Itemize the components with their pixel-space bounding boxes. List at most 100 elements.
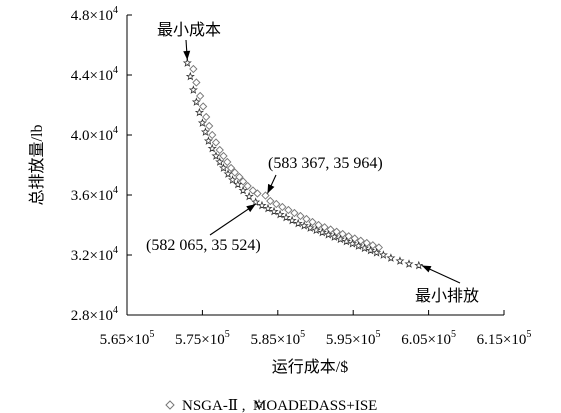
diamond-point	[284, 205, 293, 215]
x-tick-label: 5.65×105	[100, 329, 155, 348]
star-point	[200, 127, 210, 136]
star-point	[359, 243, 370, 253]
y-tick-label: 4.0×104	[71, 125, 118, 144]
diamond-point	[320, 223, 329, 232]
star-point	[329, 232, 339, 241]
x-tick-label: 5.85×105	[250, 329, 305, 348]
diamond-point	[226, 163, 236, 173]
diamond-point	[235, 172, 244, 182]
star-point	[353, 241, 364, 250]
annotations: 最小成本 (583 367, 35 964) (582 065, 35 524) 最小…	[146, 21, 479, 305]
diamond-point	[230, 168, 239, 177]
star-point	[185, 71, 195, 81]
annotation-label: 最小成本	[157, 21, 221, 39]
annotation-arrowhead	[246, 204, 256, 213]
diamond-point	[290, 208, 299, 218]
diamond-point	[211, 138, 221, 147]
star-point	[293, 218, 303, 228]
star-point	[323, 229, 333, 239]
x-tick-label: 5.95×105	[326, 329, 381, 348]
annotation-label: 最小排放	[415, 287, 479, 305]
annotation-arrowhead	[183, 50, 191, 60]
y-axis-label: 总排放量/lb	[28, 125, 46, 206]
star-point	[215, 157, 225, 166]
star-point	[311, 225, 321, 235]
star-point	[372, 247, 382, 257]
star-point	[263, 203, 273, 213]
diamond-point	[374, 243, 383, 252]
star-point	[281, 212, 291, 222]
legend-star-marker	[254, 398, 264, 409]
diamond-point	[219, 151, 228, 161]
diamond-point	[261, 191, 270, 200]
star-point	[275, 209, 285, 219]
diamond-point	[314, 220, 323, 230]
star-point	[203, 136, 213, 145]
diamond-point	[253, 189, 262, 198]
star-point	[414, 260, 424, 270]
diamond-point	[278, 202, 287, 212]
star-point	[191, 97, 201, 106]
star-point	[269, 206, 279, 216]
star-point	[228, 175, 238, 184]
diamond-point	[215, 145, 224, 155]
y-axis-ticks: 2.8×104 3.2×104 3.6×104 4.0×104 4.4×104 4.8×1…	[71, 5, 132, 324]
diamond-point	[266, 196, 275, 206]
diamond-point	[368, 241, 377, 250]
diamond-point	[302, 214, 311, 224]
diamond-point	[192, 78, 201, 87]
diamond-point	[326, 225, 335, 234]
diamond-point	[362, 238, 371, 248]
y-tick-label: 2.8×104	[71, 305, 118, 324]
star-point	[218, 163, 229, 172]
legend-diamond-marker	[165, 400, 175, 410]
annotation-arrowhead	[421, 265, 432, 273]
star-point	[188, 85, 198, 94]
axes	[126, 15, 504, 316]
series-star	[182, 58, 424, 270]
diamond-point	[344, 232, 353, 241]
star-point	[223, 169, 233, 178]
star-point	[317, 227, 327, 237]
x-axis-label: 运行成本/$	[272, 358, 348, 376]
series-diamond	[189, 64, 383, 252]
y-tick-label: 3.2×104	[71, 245, 118, 264]
star-point	[207, 143, 217, 153]
y-tick-label: 4.8×104	[71, 5, 118, 24]
star-point	[386, 253, 396, 262]
star-point	[404, 259, 414, 268]
diamond-point	[189, 64, 198, 74]
star-point	[257, 200, 267, 210]
diamond-point	[356, 236, 365, 245]
star-point	[347, 238, 357, 248]
star-point	[194, 107, 204, 117]
data-series	[182, 58, 424, 270]
diamond-point	[350, 234, 359, 243]
diamond-point	[199, 102, 208, 111]
star-point	[378, 250, 388, 259]
diamond-point	[308, 217, 317, 227]
legend-text: NSGA-Ⅱ , MOADEDASS+ISE	[182, 398, 377, 413]
legend: NSGA-Ⅱ , MOADEDASS+ISE	[165, 398, 377, 413]
diamond-point	[248, 186, 258, 195]
star-point	[197, 118, 207, 127]
x-axis-ticks: 5.65×105 5.75×105 5.85×105 5.95×105 6.05×105…	[100, 310, 532, 348]
x-tick-label: 6.15×105	[477, 329, 532, 348]
star-point	[233, 179, 243, 189]
star-point	[287, 215, 297, 225]
diamond-point	[205, 121, 214, 131]
diamond-point	[243, 181, 252, 191]
diamond-point	[202, 112, 211, 122]
x-tick-label: 5.75×105	[175, 329, 230, 348]
star-point	[335, 234, 345, 244]
star-point	[211, 151, 221, 160]
diamond-point	[238, 177, 248, 186]
star-point	[238, 185, 248, 195]
diamond-point	[332, 227, 341, 236]
diamond-point	[272, 199, 281, 209]
annotation-label: (582 065, 35 524)	[146, 237, 261, 254]
star-point	[395, 256, 405, 265]
diamond-point	[338, 229, 347, 239]
star-point	[182, 58, 192, 67]
